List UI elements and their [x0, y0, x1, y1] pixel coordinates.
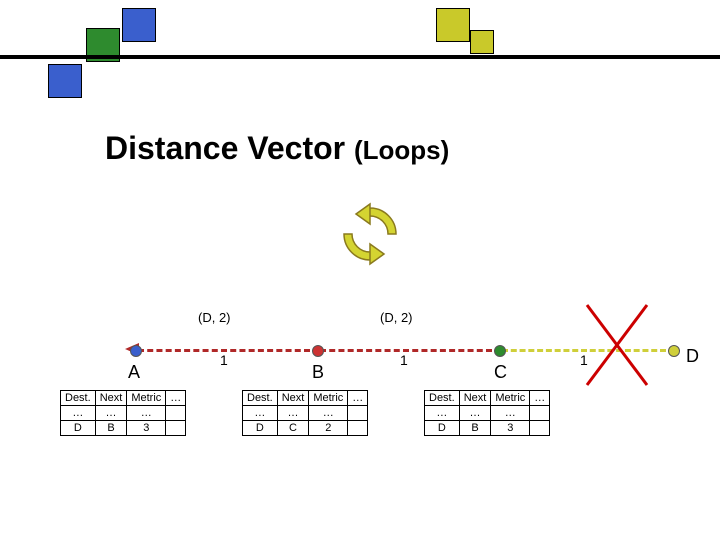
cell: … — [277, 406, 309, 421]
table-header-row: Dest. Next Metric … — [243, 391, 368, 406]
cell: 3 — [127, 421, 166, 436]
decor-square — [122, 8, 156, 42]
routing-table-a: Dest. Next Metric … … … … D B 3 — [60, 390, 186, 436]
routing-table-c: Dest. Next Metric … … … … D B 3 — [424, 390, 550, 436]
decor-square — [470, 30, 494, 54]
cell: … — [425, 406, 460, 421]
cell: D — [61, 421, 96, 436]
cell — [166, 421, 186, 436]
cell: … — [459, 406, 491, 421]
cell: D — [425, 421, 460, 436]
title-main: Distance Vector — [105, 130, 354, 166]
table-row: D C 2 — [243, 421, 368, 436]
page-title: Distance Vector (Loops) — [105, 130, 449, 167]
col-header: Dest. — [61, 391, 96, 406]
col-header: Metric — [309, 391, 348, 406]
cell: 2 — [309, 421, 348, 436]
col-header: Next — [277, 391, 309, 406]
cell: … — [61, 406, 96, 421]
table-row: D B 3 — [425, 421, 550, 436]
annotation-left: (D, 2) — [198, 310, 231, 325]
cycle-arrows-icon — [330, 200, 410, 270]
col-header: … — [166, 391, 186, 406]
cell — [348, 406, 368, 421]
col-header: Metric — [127, 391, 166, 406]
cell — [348, 421, 368, 436]
header-rule — [0, 55, 720, 59]
node-b — [312, 345, 324, 357]
cell: C — [277, 421, 309, 436]
title-sub: (Loops) — [354, 135, 449, 165]
node-a — [130, 345, 142, 357]
cell — [530, 406, 550, 421]
table-header-row: Dest. Next Metric … — [61, 391, 186, 406]
node-label: B — [312, 362, 324, 383]
node-d — [668, 345, 680, 357]
cell: D — [243, 421, 278, 436]
cell: 3 — [491, 421, 530, 436]
node-label: A — [128, 362, 140, 383]
col-header: … — [348, 391, 368, 406]
cell: … — [243, 406, 278, 421]
col-header: Next — [459, 391, 491, 406]
table-header-row: Dest. Next Metric … — [425, 391, 550, 406]
edge-weight: 1 — [220, 352, 228, 368]
cell: B — [95, 421, 127, 436]
cell — [166, 406, 186, 421]
col-header: Next — [95, 391, 127, 406]
decor-square — [436, 8, 470, 42]
routing-table-b: Dest. Next Metric … … … … D C 2 — [242, 390, 368, 436]
table-row: … … … — [61, 406, 186, 421]
col-header: Metric — [491, 391, 530, 406]
annotation-right: (D, 2) — [380, 310, 413, 325]
table-row: D B 3 — [61, 421, 186, 436]
col-header: Dest. — [243, 391, 278, 406]
broken-link-icon — [582, 300, 652, 390]
cell: B — [459, 421, 491, 436]
node-label: D — [686, 346, 699, 367]
cell: … — [309, 406, 348, 421]
cell: … — [127, 406, 166, 421]
table-row: … … … — [243, 406, 368, 421]
cell: … — [95, 406, 127, 421]
edge-weight: 1 — [400, 352, 408, 368]
cell: … — [491, 406, 530, 421]
cell — [530, 421, 550, 436]
col-header: Dest. — [425, 391, 460, 406]
node-label: C — [494, 362, 507, 383]
col-header: … — [530, 391, 550, 406]
table-row: … … … — [425, 406, 550, 421]
node-c — [494, 345, 506, 357]
decor-square — [48, 64, 82, 98]
